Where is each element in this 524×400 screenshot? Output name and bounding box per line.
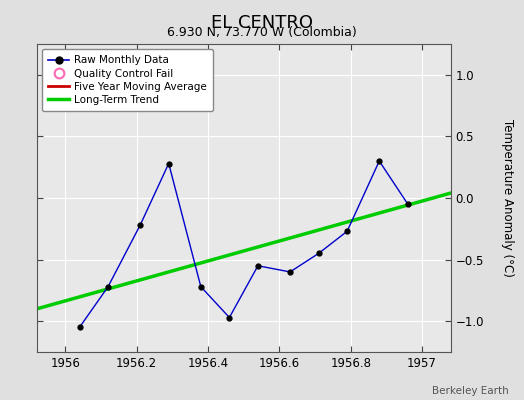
Y-axis label: Temperature Anomaly (°C): Temperature Anomaly (°C) [500, 119, 514, 277]
Text: EL CENTRO: EL CENTRO [211, 14, 313, 32]
Text: 6.930 N, 73.770 W (Colombia): 6.930 N, 73.770 W (Colombia) [167, 26, 357, 39]
Text: Berkeley Earth: Berkeley Earth [432, 386, 508, 396]
Legend: Raw Monthly Data, Quality Control Fail, Five Year Moving Average, Long-Term Tren: Raw Monthly Data, Quality Control Fail, … [42, 49, 213, 111]
